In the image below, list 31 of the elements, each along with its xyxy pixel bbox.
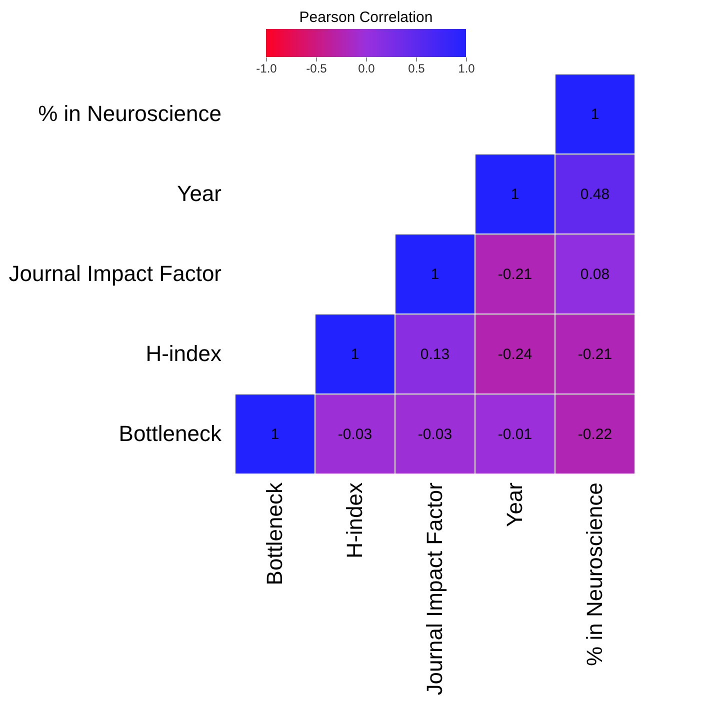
data-label: 1	[590, 106, 600, 123]
color-bar-label: -1.0	[256, 62, 278, 76]
data-label: -0.03	[338, 426, 372, 443]
y-tick-label: Journal Impact Factor	[8, 261, 222, 286]
x-tick-label: H-index	[342, 482, 367, 558]
color-bar-label: 1.0	[458, 62, 476, 76]
data-label: 1	[510, 186, 520, 203]
y-tick-label: % in Neuroscience	[38, 101, 222, 126]
data-label: -0.22	[578, 426, 612, 443]
data-label: 1	[430, 266, 440, 283]
x-tick-label: Year	[502, 482, 527, 527]
data-label: 1	[270, 426, 280, 443]
data-label: -0.21	[578, 346, 612, 363]
y-tick-label: Year	[177, 181, 222, 206]
color-bar-title: Pearson Correlation	[299, 9, 433, 26]
color-bar-label: 0.5	[408, 62, 426, 76]
data-label: -0.03	[418, 426, 452, 443]
data-label: -0.21	[498, 266, 532, 283]
color-bar-label: -0.5	[306, 62, 328, 76]
data-label: -0.01	[498, 426, 532, 443]
data-label: 0.08	[580, 266, 610, 283]
x-tick-label: Journal Impact Factor	[422, 482, 447, 696]
x-tick-label: Bottleneck	[262, 482, 287, 586]
data-label: 1	[350, 346, 360, 363]
y-tick-label: H-index	[146, 341, 222, 366]
y-tick-label: Bottleneck	[118, 421, 222, 446]
data-label: -0.24	[498, 346, 532, 363]
data-label: 0.13	[420, 346, 450, 363]
data-label: 0.48	[580, 186, 610, 203]
color-bar-label: 0.0	[358, 62, 376, 76]
x-tick-label: % in Neuroscience	[582, 482, 607, 666]
